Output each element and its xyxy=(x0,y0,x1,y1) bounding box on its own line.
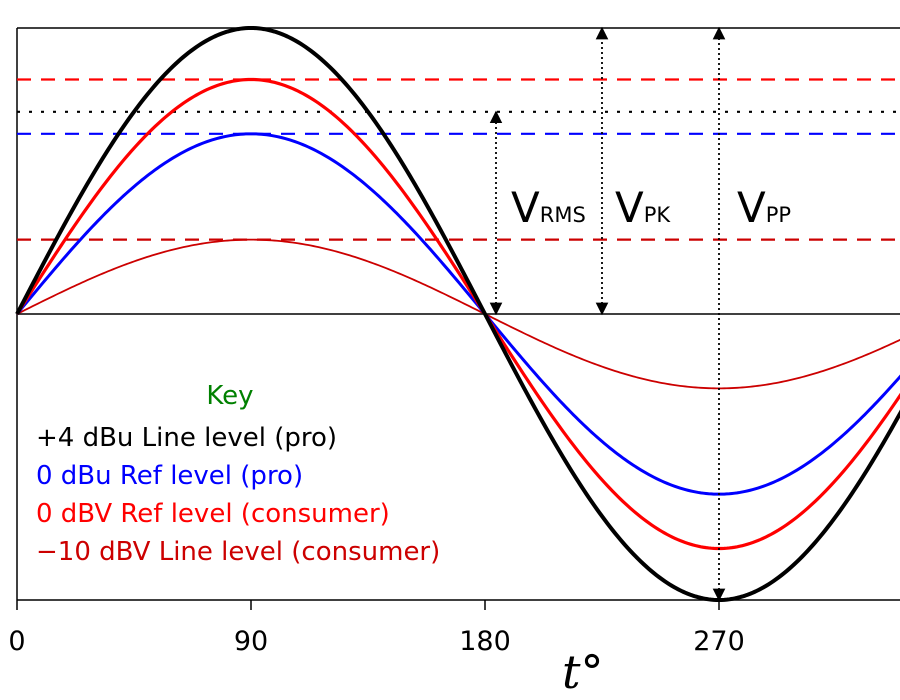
series-line-1 xyxy=(15,26,900,602)
waveform-series xyxy=(15,26,900,602)
x-tick-label-0: 0 xyxy=(8,626,25,657)
annotation-main-vrms: V xyxy=(511,183,540,232)
x-tick-label-270: 270 xyxy=(693,626,745,657)
legend: Key +4 dBu Line level (pro) 0 dBu Ref leve… xyxy=(36,381,440,567)
legend-item-1: +4 dBu Line level (pro) xyxy=(36,423,337,453)
annotation-main-vpp: V xyxy=(737,183,766,232)
legend-item-2: 0 dBu Ref level (pro) xyxy=(36,461,303,491)
annotation-label-vrms: VRMS xyxy=(511,183,586,232)
measurement-annotations: VRMS VPK VPP xyxy=(489,26,791,602)
annotation-sub-vpk: PK xyxy=(644,203,672,227)
legend-item-3: 0 dBV Ref level (consumer) xyxy=(36,499,390,529)
legend-item-4: −10 dBV Line level (consumer) xyxy=(36,537,440,567)
series-line-3 xyxy=(15,77,900,551)
legend-title: Key xyxy=(206,381,253,411)
x-axis-ticks: 0 90 180 270 xyxy=(8,600,745,657)
x-tick-label-90: 90 xyxy=(234,626,268,657)
annotation-label-vpk: VPK xyxy=(615,183,671,232)
annotation-label-vpp: VPP xyxy=(737,183,791,232)
annotation-main-vpk: V xyxy=(615,183,644,232)
series-line-2 xyxy=(15,132,900,496)
annotation-sub-vrms: RMS xyxy=(540,203,586,227)
x-tick-label-180: 180 xyxy=(459,626,511,657)
axes-frame xyxy=(16,27,900,601)
level-lines xyxy=(17,78,900,241)
x-axis-label: t° xyxy=(562,645,604,699)
series-line-4 xyxy=(16,238,900,390)
annotation-sub-vpp: PP xyxy=(766,203,791,227)
